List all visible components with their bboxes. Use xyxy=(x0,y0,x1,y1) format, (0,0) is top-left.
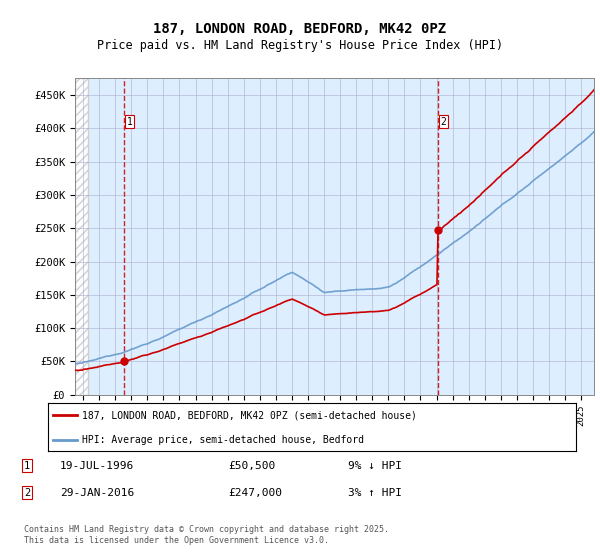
Bar xyxy=(75,78,88,395)
Text: 29-JAN-2016: 29-JAN-2016 xyxy=(60,488,134,498)
Text: 2: 2 xyxy=(24,488,30,498)
Text: £50,500: £50,500 xyxy=(228,461,275,471)
Text: Price paid vs. HM Land Registry's House Price Index (HPI): Price paid vs. HM Land Registry's House … xyxy=(97,39,503,52)
Text: 9% ↓ HPI: 9% ↓ HPI xyxy=(348,461,402,471)
Text: 1: 1 xyxy=(127,116,132,127)
Text: HPI: Average price, semi-detached house, Bedford: HPI: Average price, semi-detached house,… xyxy=(82,435,364,445)
Text: 187, LONDON ROAD, BEDFORD, MK42 0PZ: 187, LONDON ROAD, BEDFORD, MK42 0PZ xyxy=(154,22,446,36)
Text: 1: 1 xyxy=(24,461,30,471)
Text: 19-JUL-1996: 19-JUL-1996 xyxy=(60,461,134,471)
Text: 2: 2 xyxy=(440,116,446,127)
Text: Contains HM Land Registry data © Crown copyright and database right 2025.
This d: Contains HM Land Registry data © Crown c… xyxy=(24,525,389,545)
Text: 3% ↑ HPI: 3% ↑ HPI xyxy=(348,488,402,498)
Text: £247,000: £247,000 xyxy=(228,488,282,498)
Text: 187, LONDON ROAD, BEDFORD, MK42 0PZ (semi-detached house): 187, LONDON ROAD, BEDFORD, MK42 0PZ (sem… xyxy=(82,410,417,420)
